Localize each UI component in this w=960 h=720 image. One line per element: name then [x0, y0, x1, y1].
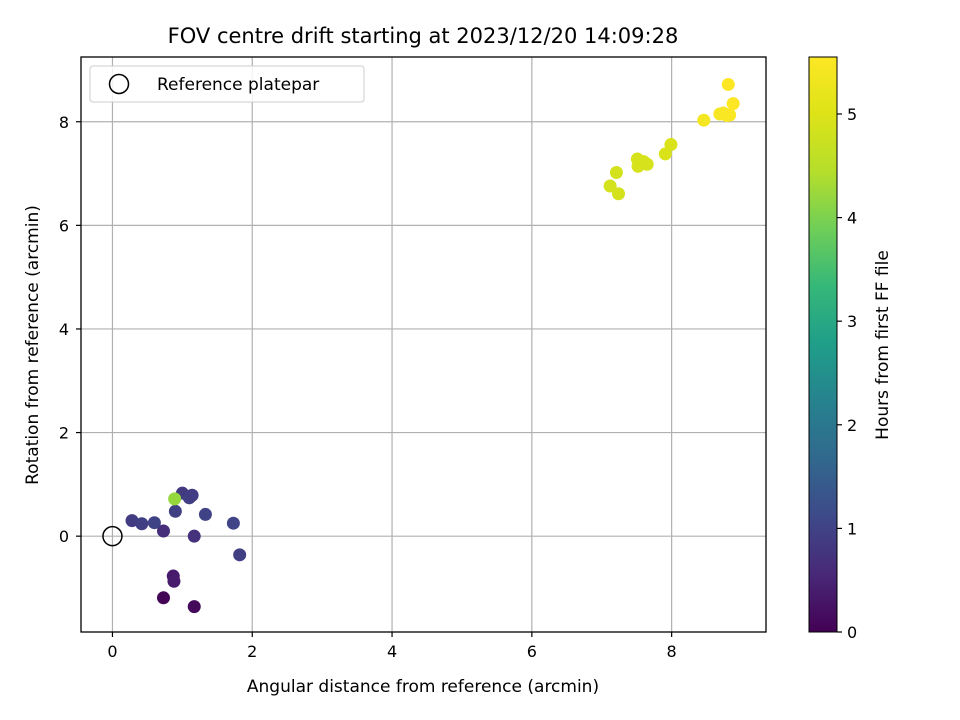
- data-point: [167, 574, 181, 588]
- data-point: [135, 517, 149, 531]
- data-point: [187, 600, 201, 614]
- legend: Reference platepar: [89, 65, 365, 103]
- colorbar-tick-label: 5: [847, 105, 857, 124]
- data-point: [640, 157, 654, 171]
- data-point: [233, 548, 247, 562]
- data-point: [198, 507, 212, 521]
- data-point: [147, 516, 161, 530]
- data-point: [664, 138, 678, 152]
- data-point: [723, 108, 737, 122]
- colorbar: 0 1 2 3 4 5 Hours from first FF file: [808, 56, 893, 642]
- colorbar-label: Hours from first FF file: [873, 250, 893, 440]
- chart-title: FOV centre drift starting at 2023/12/20 …: [168, 24, 679, 48]
- data-point: [726, 97, 740, 111]
- data-point: [185, 488, 199, 502]
- data-point: [187, 529, 201, 543]
- data-point: [603, 179, 617, 193]
- legend-marker-reference: [108, 73, 130, 95]
- y-tick-label: 0: [59, 527, 69, 546]
- data-point: [609, 166, 623, 180]
- y-tick-label: 6: [59, 216, 69, 235]
- data-point: [168, 504, 182, 518]
- plot-frame: [80, 56, 767, 633]
- data-point: [156, 524, 170, 538]
- colorbar-tick-label: 2: [847, 416, 857, 435]
- grid-layer: [81, 57, 766, 632]
- x-tick-label: 6: [527, 642, 537, 661]
- y-tick-label: 2: [59, 424, 69, 443]
- data-point: [658, 147, 672, 161]
- y-ticks: 0 2 4 6 8: [59, 113, 81, 546]
- y-tick-label: 4: [59, 320, 69, 339]
- colorbar-gradient: [808, 56, 838, 633]
- x-tick-label: 4: [387, 642, 397, 661]
- colorbar-tick-label: 3: [847, 312, 857, 331]
- x-axis-label: Angular distance from reference (arcmin): [247, 677, 599, 697]
- points-layer: [102, 77, 740, 614]
- colorbar-tick-label: 0: [847, 623, 857, 642]
- x-tick-label: 0: [107, 642, 117, 661]
- reference-platepar-marker: [102, 525, 123, 547]
- data-point: [697, 113, 711, 127]
- legend-box: [89, 65, 365, 103]
- y-tick-label: 8: [59, 113, 69, 132]
- x-tick-label: 2: [247, 642, 257, 661]
- colorbar-tick-label: 4: [847, 209, 857, 228]
- y-axis-label: Rotation from reference (arcmin): [23, 205, 43, 485]
- legend-label-reference: Reference platepar: [157, 75, 319, 95]
- data-point: [721, 77, 735, 91]
- data-point: [156, 591, 170, 605]
- data-point: [168, 492, 182, 506]
- colorbar-ticks: 0 1 2 3 4 5: [837, 105, 857, 642]
- data-point: [612, 187, 626, 201]
- x-ticks: 0 2 4 6 8: [107, 632, 677, 661]
- data-point: [125, 514, 139, 528]
- data-point: [226, 516, 240, 530]
- x-tick-label: 8: [667, 642, 677, 661]
- colorbar-tick-label: 1: [847, 519, 857, 538]
